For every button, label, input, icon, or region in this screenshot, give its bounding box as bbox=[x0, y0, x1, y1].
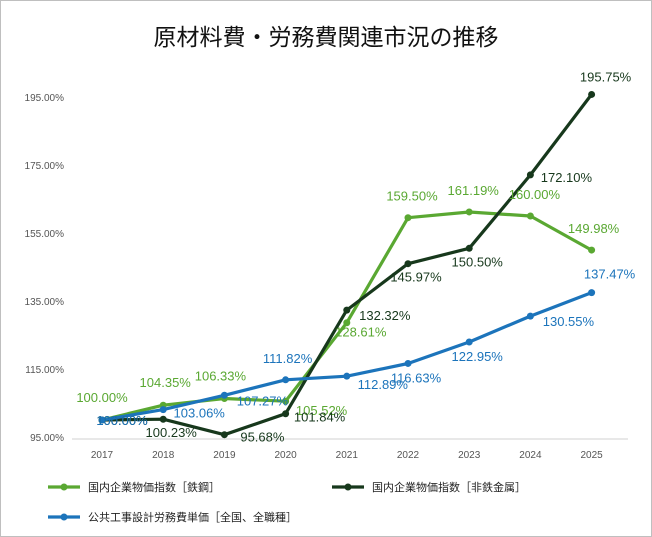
nonferrous-data-label: 95.68% bbox=[240, 430, 285, 445]
x-tick-label: 2023 bbox=[458, 450, 481, 461]
labor-data-label: 116.63% bbox=[391, 370, 442, 385]
nonferrous-data-label: 195.75% bbox=[580, 69, 632, 84]
y-tick-label: 175.00% bbox=[25, 161, 65, 172]
steel-data-label: 100.00% bbox=[76, 390, 128, 405]
nonferrous-data-label: 172.10% bbox=[541, 170, 593, 185]
nonferrous-data-label: 132.32% bbox=[359, 308, 411, 323]
legend-swatch-marker bbox=[344, 483, 352, 491]
steel-data-label: 128.61% bbox=[335, 325, 387, 340]
x-tick-label: 2024 bbox=[519, 450, 542, 461]
x-tick-label: 2017 bbox=[91, 450, 114, 461]
labor-data-label: 130.55% bbox=[543, 314, 595, 329]
steel-data-label: 104.35% bbox=[140, 375, 192, 390]
legend-label: 国内企業物価指数［鉄鋼］ bbox=[88, 480, 220, 494]
labor-data-point bbox=[159, 406, 167, 414]
steel-data-point bbox=[465, 208, 473, 216]
x-tick-label: 2022 bbox=[397, 450, 420, 461]
nonferrous-data-point bbox=[588, 90, 596, 98]
steel-data-point bbox=[343, 319, 351, 327]
labor-data-label: 122.95% bbox=[452, 349, 504, 364]
nonferrous-data-label: 100.23% bbox=[146, 425, 198, 440]
steel-data-label: 106.33% bbox=[195, 368, 247, 383]
x-tick-label: 2021 bbox=[336, 450, 359, 461]
labor-data-point bbox=[526, 312, 534, 320]
steel-data-point bbox=[526, 212, 534, 220]
labor-data-label: 137.47% bbox=[584, 267, 636, 282]
legend-item-steel: 国内企業物価指数［鉄鋼］ bbox=[48, 480, 220, 494]
y-tick-label: 155.00% bbox=[25, 229, 65, 240]
nonferrous-data-point bbox=[220, 431, 228, 439]
steel-data-point bbox=[282, 397, 290, 405]
steel-data-label: 160.00% bbox=[509, 187, 561, 202]
labor-data-label: 107.27% bbox=[237, 393, 289, 408]
x-tick-label: 2019 bbox=[213, 450, 236, 461]
nonferrous-data-point bbox=[526, 171, 534, 179]
labor-data-label: 100.00% bbox=[96, 413, 148, 428]
legend-item-nonferrous: 国内企業物価指数［非鉄金属］ bbox=[332, 480, 526, 494]
legend-label: 国内企業物価指数［非鉄金属］ bbox=[372, 480, 526, 494]
legend-swatch-marker bbox=[60, 513, 68, 521]
y-tick-label: 195.00% bbox=[25, 93, 65, 104]
labor-data-point bbox=[220, 391, 228, 399]
steel-data-point bbox=[588, 246, 596, 254]
nonferrous-data-point bbox=[282, 410, 290, 418]
x-tick-label: 2025 bbox=[580, 450, 603, 461]
x-tick-label: 2018 bbox=[152, 450, 175, 461]
steel-data-label: 159.50% bbox=[386, 189, 438, 204]
x-tick-label: 2020 bbox=[274, 450, 297, 461]
labor-data-point bbox=[282, 376, 290, 384]
labor-data-label: 111.82% bbox=[263, 351, 313, 366]
nonferrous-data-point bbox=[159, 415, 167, 423]
nonferrous-data-point bbox=[465, 244, 473, 252]
y-tick-label: 95.00% bbox=[30, 433, 64, 444]
y-tick-label: 115.00% bbox=[25, 365, 64, 376]
steel-data-label: 149.98% bbox=[568, 221, 620, 236]
labor-data-point bbox=[404, 359, 412, 367]
labor-data-label: 103.06% bbox=[174, 406, 226, 421]
labor-data-point bbox=[343, 372, 351, 380]
legend-label: 公共工事設計労務費単価［全国、全職種］ bbox=[88, 510, 297, 524]
labor-data-label: 112.89% bbox=[358, 377, 409, 392]
nonferrous-data-label: 100.00% bbox=[96, 413, 148, 428]
nonferrous-data-label: 101.84% bbox=[294, 410, 346, 425]
labor-data-point bbox=[465, 338, 473, 346]
legend-swatch-marker bbox=[60, 483, 68, 491]
nonferrous-data-label: 145.97% bbox=[390, 270, 442, 285]
labor-data-point bbox=[98, 416, 106, 424]
steel-data-label: 105.52% bbox=[296, 403, 348, 418]
y-tick-label: 135.00% bbox=[25, 297, 65, 308]
nonferrous-data-point bbox=[404, 260, 412, 268]
nonferrous-data-point bbox=[343, 306, 351, 314]
chart-title: 原材料費・労務費関連市況の推移 bbox=[153, 25, 499, 51]
steel-data-point bbox=[404, 214, 412, 222]
nonferrous-data-label: 150.50% bbox=[452, 254, 504, 269]
steel-data-label: 161.19% bbox=[448, 183, 500, 198]
labor-data-point bbox=[588, 289, 596, 297]
legend-item-labor: 公共工事設計労務費単価［全国、全職種］ bbox=[48, 510, 297, 524]
